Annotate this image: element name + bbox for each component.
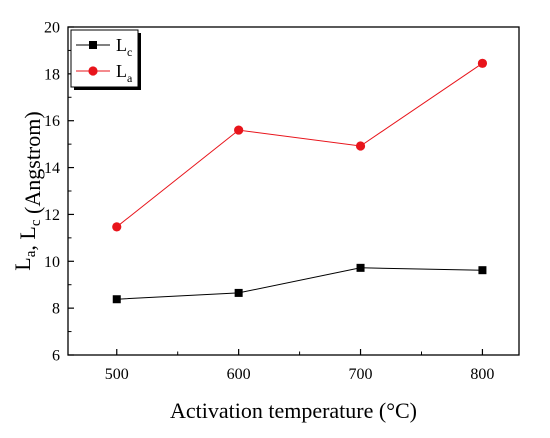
series-layer xyxy=(112,58,488,304)
y-tick-label: 6 xyxy=(52,348,60,365)
series-lc xyxy=(112,263,487,304)
y-tick-label: 20 xyxy=(44,20,60,37)
series-lc-point xyxy=(112,295,121,304)
series-la-point xyxy=(355,141,366,151)
series-lc-point xyxy=(234,288,243,297)
y-tick-label: 8 xyxy=(52,301,60,318)
x-tick-label: 800 xyxy=(470,366,494,383)
y-tick-label: 12 xyxy=(44,207,60,224)
x-tick-label: 500 xyxy=(105,366,129,383)
series-la-point xyxy=(112,222,122,232)
x-tick-label: 700 xyxy=(349,366,373,383)
legend-marker xyxy=(88,66,98,76)
y-tick-label: 18 xyxy=(44,66,60,83)
y-axis-title: La, Lc (Angstrom) xyxy=(10,111,45,270)
axes: 6 8 10 12 14 16 18 20 500 600 700 800 xyxy=(44,20,520,383)
legend-marker xyxy=(89,41,97,49)
y-tick-label: 16 xyxy=(44,113,60,130)
series-la-line xyxy=(116,62,483,228)
y-tick-label: 14 xyxy=(44,160,60,177)
y-tick-label: 10 xyxy=(44,254,60,271)
legend-box xyxy=(70,29,139,88)
series-la xyxy=(112,58,488,232)
series-la-point xyxy=(477,58,488,68)
x-axis-title: Activation temperature (°C) xyxy=(170,398,417,423)
series-lc-point xyxy=(478,266,487,275)
series-lc-line xyxy=(116,267,483,300)
x-tick-label: 600 xyxy=(227,366,251,383)
series-lc-point xyxy=(356,263,365,272)
series-la-point xyxy=(234,125,244,135)
